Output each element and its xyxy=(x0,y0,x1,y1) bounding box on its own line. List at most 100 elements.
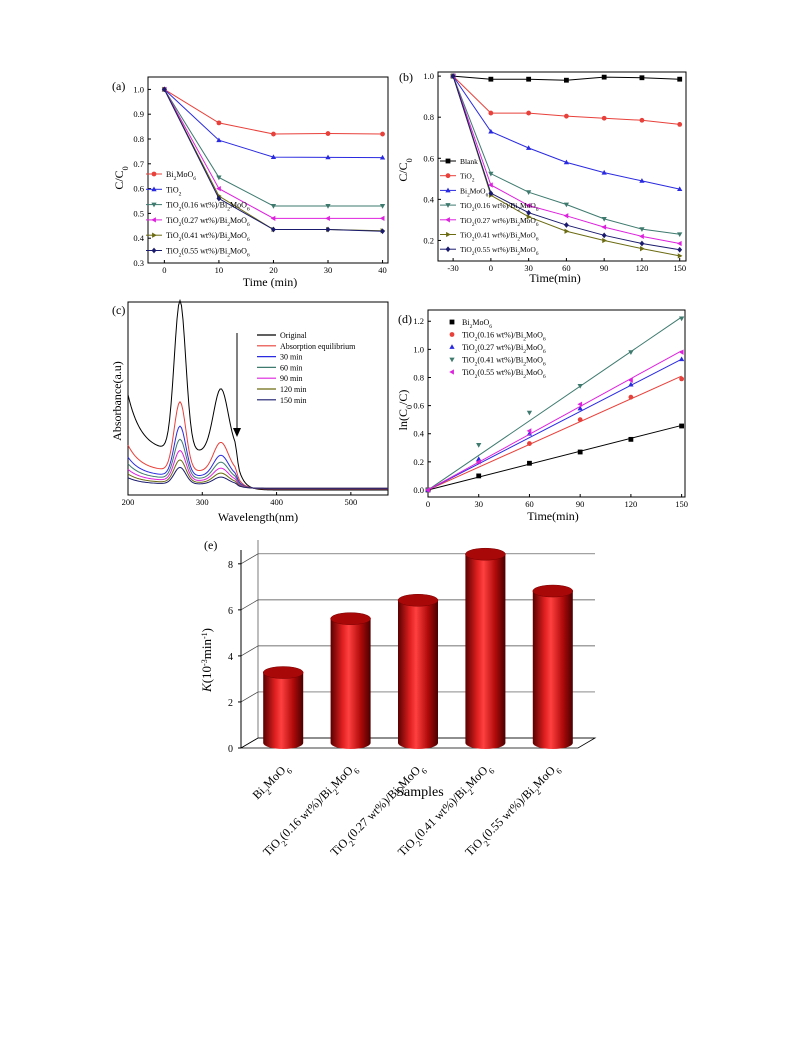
d-xlabel: Time(min) xyxy=(527,509,579,523)
data-point xyxy=(526,209,532,216)
panel-b-label: (b) xyxy=(399,70,413,84)
gridline-depth xyxy=(240,599,259,611)
x-tick-label: 150 xyxy=(673,263,686,273)
legend-label: 120 min xyxy=(280,385,306,394)
data-point xyxy=(601,115,607,121)
floor xyxy=(239,737,597,749)
panel-c-label: (c) xyxy=(112,303,125,317)
legend-marker xyxy=(151,217,156,223)
data-point xyxy=(677,121,683,127)
plot-frame xyxy=(147,76,389,264)
data-point xyxy=(527,441,532,446)
legend-label: TiO2(0.55 wt%)/Bi2MoO6 xyxy=(460,245,539,257)
legend-label: TiO2(0.55 wt%)/Bi2MoO6 xyxy=(462,368,546,380)
series-line xyxy=(452,75,680,257)
data-point xyxy=(639,178,645,183)
legend-marker xyxy=(445,203,451,208)
legend-label: TiO2(0.27 wt%)/Bi2MoO6 xyxy=(166,216,250,228)
y-tick-label: 8 xyxy=(228,560,233,571)
panel-c: 200 300 400 500 Original Absorption equilibri… xyxy=(122,298,389,507)
plot-frame xyxy=(437,71,687,262)
data-point xyxy=(525,145,532,150)
data-point xyxy=(488,182,493,188)
fit-line xyxy=(427,350,682,491)
data-point xyxy=(476,473,482,479)
c-ylabel: Absorbance(a.u) xyxy=(110,361,124,441)
bar xyxy=(465,554,506,749)
data-point xyxy=(526,110,532,116)
x-tick-label: 90 xyxy=(600,263,609,273)
data-point xyxy=(677,186,683,192)
data-point xyxy=(577,384,583,389)
data-point xyxy=(525,190,532,195)
y-tick-label: 0.9 xyxy=(133,109,144,119)
data-point xyxy=(488,110,494,116)
legend-marker xyxy=(449,344,455,349)
data-point xyxy=(271,226,276,233)
legend-marker xyxy=(151,171,157,177)
data-point xyxy=(425,487,430,493)
legend-label: TiO2(0.41 wt%)/Bi2MoO6 xyxy=(166,231,250,243)
data-point xyxy=(325,226,331,233)
spectrum-line xyxy=(127,298,388,491)
data-point xyxy=(628,436,634,442)
legend-label: Absorption equilibrium xyxy=(280,342,356,351)
x-tick-label: 40 xyxy=(378,265,387,275)
y-tick-label: 2 xyxy=(228,698,233,709)
y-tick-label: 1.0 xyxy=(423,71,434,81)
data-point xyxy=(488,190,494,197)
fit-line xyxy=(427,316,682,491)
plot-frame xyxy=(427,309,686,498)
category-label: Bi2MoO6 xyxy=(250,760,294,804)
data-point xyxy=(216,195,222,202)
data-point xyxy=(679,376,685,382)
data-point xyxy=(677,76,683,82)
data-point xyxy=(325,154,331,160)
c-xlabel: Wavelength(nm) xyxy=(218,510,298,524)
bar-top xyxy=(465,547,506,561)
data-point xyxy=(628,350,634,355)
data-point xyxy=(564,222,569,228)
x-tick-label: 30 xyxy=(524,263,533,273)
y-tick-label: 0.6 xyxy=(133,184,144,194)
bar xyxy=(263,672,304,749)
y-tick-label: 0.6 xyxy=(423,153,434,163)
data-point xyxy=(678,356,685,362)
e-ylabel: K(10-3min-1) xyxy=(199,628,214,693)
legend-label: Bi2MoO6 xyxy=(462,318,492,330)
data-point xyxy=(526,428,532,434)
panel-d-label: (d) xyxy=(398,312,412,326)
data-point xyxy=(677,253,683,259)
data-point xyxy=(270,154,277,160)
data-point xyxy=(216,137,222,143)
bar-top xyxy=(532,584,574,598)
data-point xyxy=(526,76,532,82)
x-tick-label: 90 xyxy=(576,499,585,509)
series-line xyxy=(163,89,383,207)
y-tick-label: 1.0 xyxy=(413,344,424,354)
data-point xyxy=(270,204,277,209)
data-point xyxy=(450,73,456,79)
legend-marker xyxy=(445,217,450,223)
data-point xyxy=(639,227,645,232)
legend-label: TiO2(0.16 wt%)/Bi2MoO6 xyxy=(166,201,250,213)
legend-label: TiO2(0.16 wt%)/Bi2MoO6 xyxy=(462,331,546,343)
data-point xyxy=(476,443,482,448)
legend-marker xyxy=(152,232,157,238)
data-point xyxy=(563,213,569,219)
x-tick-label: 10 xyxy=(215,265,224,275)
legend-marker xyxy=(446,231,451,238)
legend-label: Bi2MoO6 xyxy=(460,186,489,198)
y-tick-label: 0.0 xyxy=(413,485,424,495)
data-point xyxy=(678,349,684,355)
data-point xyxy=(564,113,569,119)
data-point xyxy=(564,77,569,83)
b-xlabel: Time(min) xyxy=(529,271,581,285)
x-tick-label: 300 xyxy=(196,497,209,507)
data-point xyxy=(639,233,644,239)
data-point xyxy=(325,131,331,136)
bar xyxy=(532,591,573,749)
data-point xyxy=(601,216,607,222)
